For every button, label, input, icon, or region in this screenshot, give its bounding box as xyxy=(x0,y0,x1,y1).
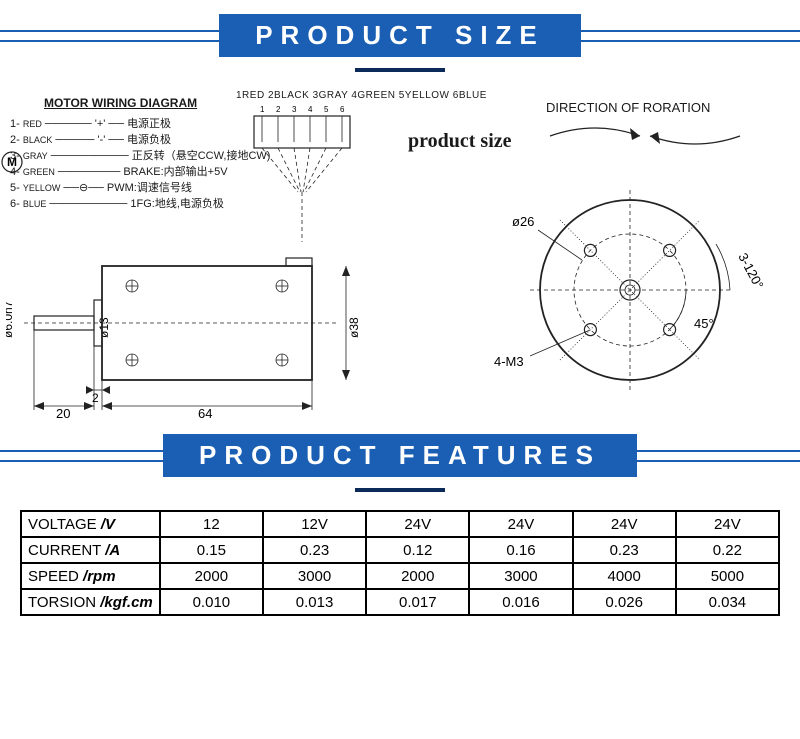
svg-text:6: 6 xyxy=(340,105,345,114)
banner-product-size: PRODUCT SIZE xyxy=(0,10,800,60)
motor-face-view: ø26 4-M3 3-120° 45° xyxy=(490,170,790,420)
cell: 3000 xyxy=(263,563,366,589)
features-table: VOLTAGE /V1212V24V24V24V24VCURRENT /A0.1… xyxy=(20,510,780,616)
dim-motor-dia: ø38 xyxy=(347,317,361,338)
direction-arrows xyxy=(540,116,750,166)
dim-shaft-len: 20 xyxy=(56,406,70,420)
dim-angle2: 45° xyxy=(694,316,714,331)
svg-text:3: 3 xyxy=(292,105,297,114)
cell: 24V xyxy=(366,511,469,537)
svg-text:5: 5 xyxy=(324,105,329,114)
cell: 0.026 xyxy=(573,589,676,615)
dim-shaft-end: 2 xyxy=(92,391,99,405)
cell: 0.016 xyxy=(469,589,572,615)
connector-drawing: 1 2 3 4 5 6 xyxy=(248,102,388,242)
cell: 0.017 xyxy=(366,589,469,615)
row-header: VOLTAGE /V xyxy=(21,511,160,537)
pin-row: 5- YELLOW ──⊖── PWM:调速信号线 xyxy=(10,180,270,196)
cell: 5000 xyxy=(676,563,779,589)
svg-text:1: 1 xyxy=(260,105,265,114)
cell: 0.013 xyxy=(263,589,366,615)
row-header: SPEED /rpm xyxy=(21,563,160,589)
row-header: CURRENT /A xyxy=(21,537,160,563)
motor-label-text: M xyxy=(7,155,17,169)
svg-text:4: 4 xyxy=(308,105,313,114)
banner-underline-2 xyxy=(355,488,445,492)
pin-row: 1- RED ────── '+' ── 电源正极 xyxy=(10,116,270,132)
cell: 2000 xyxy=(366,563,469,589)
banner-features-label: PRODUCT FEATURES xyxy=(163,434,637,477)
banner-product-size-label: PRODUCT SIZE xyxy=(219,14,581,57)
motor-symbol: M xyxy=(0,150,24,174)
wiring-title: MOTOR WIRING DIAGRAM xyxy=(44,96,197,110)
row-header: TORSION /kgf.cm xyxy=(21,589,160,615)
cell: 12 xyxy=(160,511,263,537)
dim-shaft-dia: ø6.0h7 xyxy=(6,300,15,338)
wiring-pins: 1- RED ────── '+' ── 电源正极 2- BLACK ─────… xyxy=(10,116,270,212)
cell: 24V xyxy=(573,511,676,537)
cell: 0.010 xyxy=(160,589,263,615)
svg-text:2: 2 xyxy=(276,105,281,114)
dim-boss: ø13 xyxy=(97,317,111,338)
connector-header: 1RED 2BLACK 3GRAY 4GREEN 5YELLOW 6BLUE xyxy=(236,90,487,101)
product-size-label: product size xyxy=(408,130,512,153)
diagram-area: 1RED 2BLACK 3GRAY 4GREEN 5YELLOW 6BLUE M… xyxy=(0,90,800,420)
dim-holes: 4-M3 xyxy=(494,354,524,369)
table-row: TORSION /kgf.cm0.0100.0130.0170.0160.026… xyxy=(21,589,779,615)
features-tbody: VOLTAGE /V1212V24V24V24V24VCURRENT /A0.1… xyxy=(21,511,779,615)
table-row: VOLTAGE /V1212V24V24V24V24V xyxy=(21,511,779,537)
cell: 0.034 xyxy=(676,589,779,615)
cell: 0.22 xyxy=(676,537,779,563)
cell: 3000 xyxy=(469,563,572,589)
cell: 0.12 xyxy=(366,537,469,563)
cell: 0.15 xyxy=(160,537,263,563)
pin-row: 4- GREEN ──────── BRAKE:内部输出+5V xyxy=(10,164,270,180)
pin-row: 6- BLUE ────────── 1FG:地线,电源负极 xyxy=(10,196,270,212)
pin-row: 2- BLACK ───── '-' ── 电源负极 xyxy=(10,132,270,148)
table-row: SPEED /rpm200030002000300040005000 xyxy=(21,563,779,589)
dim-body-len: 64 xyxy=(198,406,212,420)
cell: 0.23 xyxy=(573,537,676,563)
cell: 24V xyxy=(469,511,572,537)
banner-underline xyxy=(355,68,445,72)
dim-angle1: 3-120° xyxy=(735,250,766,291)
cell: 24V xyxy=(676,511,779,537)
cell: 0.23 xyxy=(263,537,366,563)
cell: 0.16 xyxy=(469,537,572,563)
pin-row: 3- GRAY ────────── 正反转（悬空CCW,接地CW) xyxy=(10,148,270,164)
table-row: CURRENT /A0.150.230.120.160.230.22 xyxy=(21,537,779,563)
motor-side-view: ø6.0h7 ø13 ø38 2 20 xyxy=(6,230,436,420)
cell: 2000 xyxy=(160,563,263,589)
cell: 12V xyxy=(263,511,366,537)
dim-pcd: ø26 xyxy=(512,214,534,229)
direction-label: DIRECTION OF RORATION xyxy=(546,100,710,115)
banner-product-features: PRODUCT FEATURES xyxy=(0,430,800,480)
cell: 4000 xyxy=(573,563,676,589)
